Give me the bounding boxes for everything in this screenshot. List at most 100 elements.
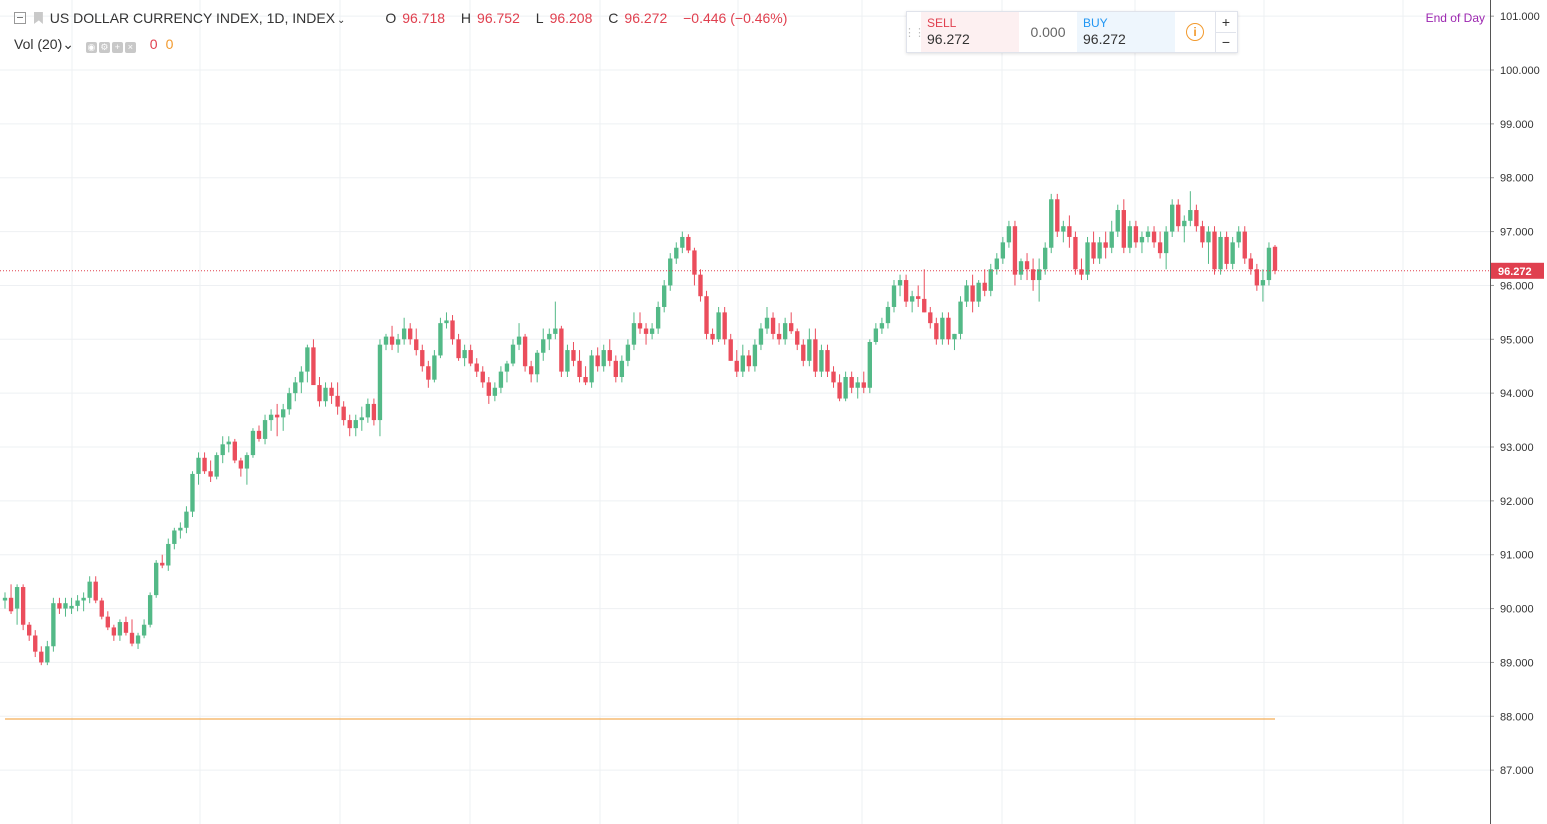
candle-body — [154, 562, 159, 596]
sell-button[interactable]: SELL 96.272 — [921, 12, 1019, 52]
candle — [613, 355, 618, 383]
candle-body — [1115, 210, 1120, 232]
candle — [1097, 236, 1102, 264]
add-icon[interactable]: + — [111, 42, 123, 53]
candle-body — [964, 285, 969, 302]
candle-body — [952, 333, 957, 340]
candle — [649, 323, 655, 340]
candle-body — [710, 333, 715, 340]
candle — [758, 323, 764, 351]
candle-body — [117, 622, 123, 636]
candle-body — [668, 258, 673, 286]
candle-body — [680, 236, 685, 248]
candle-body — [220, 444, 225, 456]
candle-body — [819, 350, 824, 372]
candle — [1006, 220, 1012, 248]
candle — [510, 339, 516, 367]
candle-body — [1194, 210, 1199, 227]
candle — [637, 312, 643, 334]
flag-icon[interactable] — [33, 12, 43, 24]
candle — [1224, 231, 1229, 270]
candle-body — [347, 420, 352, 429]
candle-body — [1248, 258, 1253, 270]
collapse-icon[interactable] — [14, 12, 26, 24]
candle — [166, 538, 171, 571]
candle — [1212, 226, 1217, 275]
close-icon[interactable]: × — [124, 42, 136, 53]
candle — [14, 584, 20, 625]
candle — [474, 358, 479, 377]
candle-body — [885, 306, 891, 324]
candle — [438, 317, 443, 359]
high-value: 96.752 — [477, 10, 520, 26]
candle — [601, 344, 606, 372]
candle-body — [801, 344, 806, 361]
candle — [504, 360, 510, 383]
candles — [2, 191, 1278, 666]
candle — [680, 231, 685, 254]
candle-body — [256, 430, 262, 439]
candle-body — [879, 323, 885, 329]
candle-body — [1091, 242, 1096, 259]
candle — [377, 339, 383, 437]
info-icon[interactable]: i — [1186, 23, 1204, 41]
candle — [347, 414, 352, 437]
candle — [99, 597, 104, 620]
chevron-down-icon[interactable]: ⌄ — [337, 15, 346, 26]
candle — [1024, 253, 1030, 281]
candle — [371, 398, 377, 426]
chevron-down-icon[interactable]: ⌄ — [62, 36, 74, 52]
candle — [522, 333, 528, 372]
symbol-name[interactable]: US DOLLAR CURRENCY INDEX, 1D, INDEX — [49, 10, 336, 26]
candle — [565, 344, 570, 377]
candle — [33, 630, 38, 658]
axis-tick-label: 95.000 — [1500, 334, 1534, 346]
candle — [1176, 199, 1181, 232]
zoom-out-button[interactable]: − — [1221, 34, 1231, 51]
candle — [559, 325, 564, 377]
candle-body — [807, 339, 812, 361]
candle — [577, 350, 582, 383]
candle-body — [1012, 226, 1018, 275]
candle-body — [1006, 226, 1012, 243]
candle — [770, 312, 776, 340]
drag-handle-icon[interactable]: ⋮⋮ — [904, 26, 925, 39]
candle — [704, 290, 709, 340]
axis-tick-label: 93.000 — [1500, 442, 1534, 454]
candle-body — [27, 624, 32, 636]
candle — [909, 290, 915, 313]
buy-button[interactable]: BUY 96.272 — [1077, 12, 1175, 52]
candle — [686, 234, 691, 254]
ohlc-values: O 96.718 H 96.752 L 96.208 C 96.272 −0.446 (… — [385, 10, 788, 26]
candle-body — [123, 622, 129, 633]
candle — [764, 306, 770, 334]
candle — [1272, 244, 1278, 275]
chart-grid — [0, 0, 1490, 824]
candle-body — [601, 350, 606, 367]
candle — [722, 306, 727, 345]
candle-body — [75, 600, 80, 606]
candle-body — [1254, 269, 1260, 286]
candle — [1121, 199, 1126, 254]
volume-label[interactable]: Vol (20) — [14, 36, 63, 52]
candle — [734, 350, 739, 377]
candle — [1260, 269, 1266, 302]
candle — [141, 619, 147, 639]
visibility-icon[interactable]: ◉ — [85, 42, 97, 53]
session-label: End of Day — [1425, 11, 1485, 25]
candle — [389, 325, 395, 351]
candle-body — [462, 350, 467, 359]
candle-body — [141, 624, 147, 636]
candle-body — [383, 336, 389, 345]
candle — [20, 584, 26, 631]
candle — [922, 269, 927, 313]
settings-icon[interactable]: ⚙ — [98, 42, 110, 53]
candle-body — [861, 382, 866, 388]
zoom-in-button[interactable]: + — [1216, 12, 1236, 33]
candle-body — [1073, 236, 1078, 270]
axis-tick-label: 91.000 — [1500, 550, 1534, 562]
candle-body — [825, 350, 830, 372]
candle — [281, 403, 286, 431]
candle-body — [1067, 226, 1072, 237]
